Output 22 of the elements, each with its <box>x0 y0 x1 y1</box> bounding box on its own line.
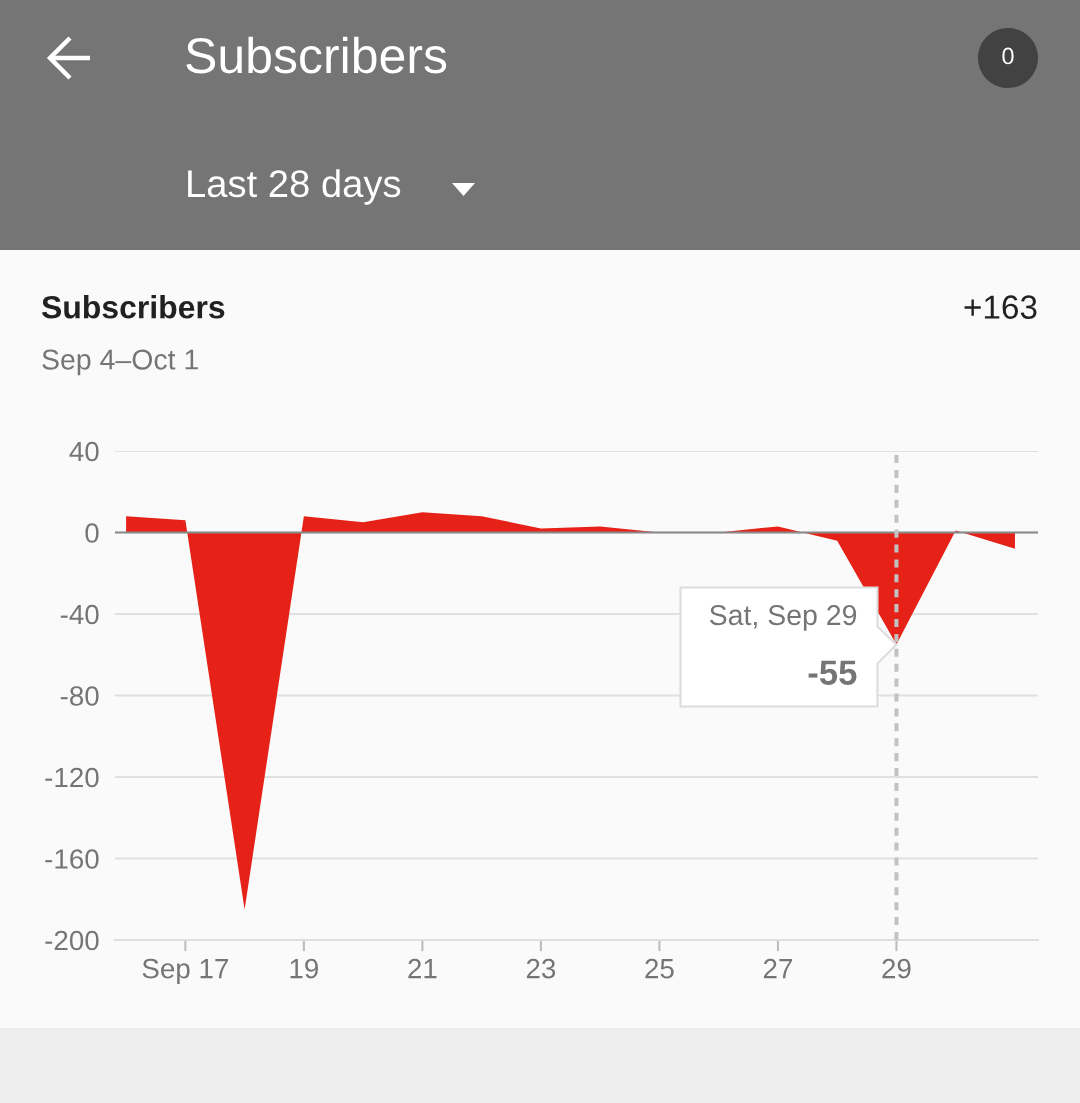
y-tick-label: -200 <box>45 930 99 951</box>
y-tick-label: -40 <box>60 604 99 625</box>
chart-subtitle: Sep 4–Oct 1 <box>42 349 198 376</box>
x-tick-label: 23 <box>526 958 556 979</box>
x-tick-label: 19 <box>290 958 319 979</box>
text: 0 <box>1002 47 1014 65</box>
text: Subscribers <box>186 36 447 74</box>
y-tick-label: -80 <box>60 686 99 706</box>
x-tick-label: 27 <box>763 958 792 979</box>
annotation: -55 <box>808 660 857 685</box>
y-tick-label: 0 <box>85 523 99 543</box>
chart-title: Subscribers <box>41 295 225 319</box>
x-tick-label: Sep 17 <box>142 958 228 984</box>
text: +163 <box>964 295 1037 319</box>
text: Last 28 days <box>188 169 401 205</box>
y-tick-label: -120 <box>45 767 99 788</box>
annotation: Sat, Sep 29 <box>709 605 857 631</box>
y-tick-label: -160 <box>45 849 99 869</box>
y-tick-label: 40 <box>69 441 99 462</box>
x-tick-label: 29 <box>882 958 911 979</box>
x-tick-label: 21 <box>408 958 437 979</box>
x-tick-label: 25 <box>645 958 674 979</box>
